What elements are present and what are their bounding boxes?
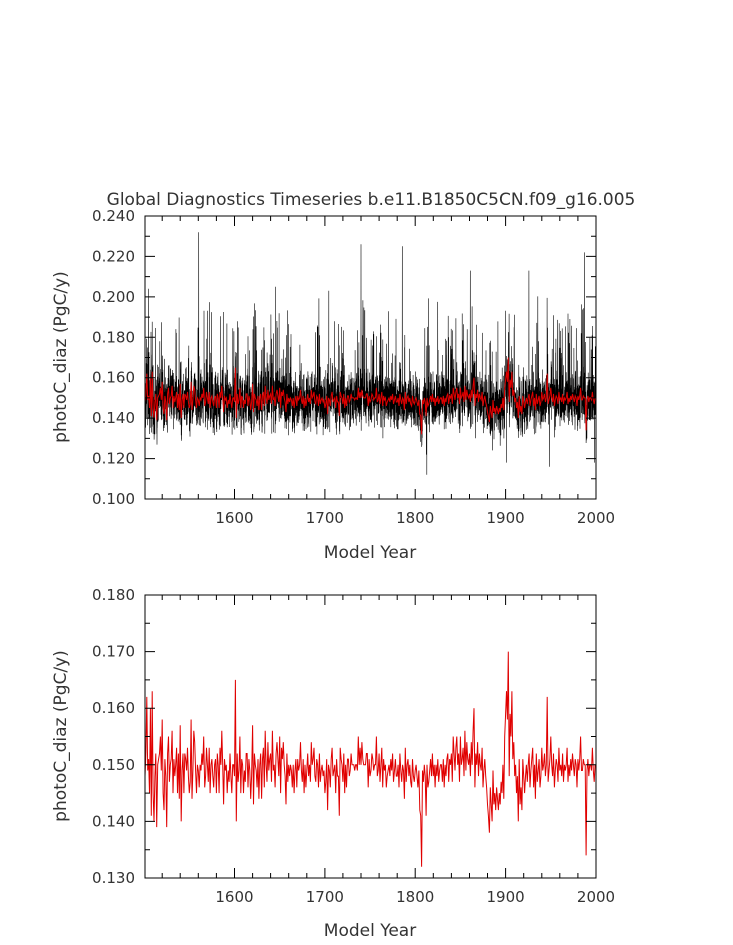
axis-tick-marks [145,215,597,500]
y-tick-label: 0.180 [92,328,135,346]
y-tick-label: 0.160 [92,369,135,387]
chart-title: Global Diagnostics Timeseries b.e11.B185… [107,190,636,210]
y-tick-label: 0.240 [92,207,135,225]
x-tick-label: 1600 [215,509,253,527]
top-chart-panel: Global Diagnostics Timeseries b.e11.B185… [51,190,635,563]
y-tick-label: 0.100 [92,490,135,508]
x-tick-label: 2000 [577,509,615,527]
y-tick-label: 0.130 [92,869,135,887]
x-tick-label: 1600 [215,888,253,906]
y-axis-title: photoC_diaz (PgC/y) [51,650,71,822]
bottom-y-tick-labels: 0.130 0.140 0.150 0.160 0.170 0.180 [92,586,135,887]
x-tick-label: 2000 [577,888,615,906]
y-tick-label: 0.160 [92,699,135,717]
x-axis-title: Model Year [324,921,416,941]
x-tick-label: 1900 [487,888,525,906]
top-series-group [144,232,597,475]
top-axis-ticks [145,215,597,500]
y-tick-label: 0.140 [92,812,135,830]
y-tick-label: 0.200 [92,288,135,306]
annual-mean-series-line [144,651,596,867]
x-axis-title: Model Year [324,543,416,563]
top-plot-frame [144,215,597,500]
x-tick-label: 1800 [396,888,434,906]
axis-tick-marks [145,594,597,879]
y-tick-label: 0.150 [92,756,135,774]
x-tick-label: 1800 [396,509,434,527]
bottom-plot-frame [144,594,597,879]
top-x-tick-labels: 1600 1700 1800 1900 2000 [215,509,615,527]
y-tick-label: 0.170 [92,643,135,661]
y-tick-label: 0.180 [92,586,135,604]
bottom-series-group [144,651,596,867]
monthly-series-line [144,232,597,475]
annual-mean-series-line [144,357,596,435]
y-tick-label: 0.120 [92,450,135,468]
top-y-tick-labels: 0.100 0.120 0.140 0.160 0.180 0.200 0.22… [92,207,135,508]
bottom-x-tick-labels: 1600 1700 1800 1900 2000 [215,888,615,906]
bottom-chart-panel: 0.130 0.140 0.150 0.160 0.170 0.180 1600… [51,586,615,941]
x-tick-label: 1700 [306,509,344,527]
bottom-axis-ticks [145,594,597,879]
y-tick-label: 0.220 [92,247,135,265]
x-tick-label: 1900 [487,509,525,527]
x-tick-label: 1700 [306,888,344,906]
y-tick-label: 0.140 [92,409,135,427]
y-axis-title: photoC_diaz (PgC/y) [51,271,71,443]
